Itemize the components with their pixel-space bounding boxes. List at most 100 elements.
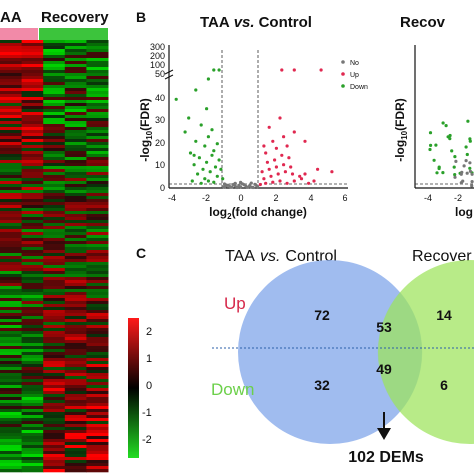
heatmap-cell bbox=[43, 439, 66, 443]
heatmap-cell bbox=[86, 256, 109, 260]
heatmap-cell bbox=[43, 292, 66, 296]
heatmap-cell bbox=[0, 322, 23, 326]
heatmap-cell bbox=[43, 436, 66, 440]
heatmap-cell bbox=[0, 358, 23, 362]
heatmap-cell bbox=[86, 124, 109, 128]
heatmap-cell bbox=[21, 433, 44, 437]
heatmap-cell bbox=[0, 385, 23, 389]
heatmap-cell bbox=[86, 358, 109, 362]
heatmap-cell bbox=[43, 454, 66, 458]
heatmap-cell bbox=[43, 214, 66, 218]
heatmap-cell bbox=[64, 70, 87, 74]
heatmap-cell bbox=[43, 94, 66, 98]
heatmap-cell bbox=[21, 169, 44, 173]
heatmap-cell bbox=[43, 166, 66, 170]
heatmap-cell bbox=[21, 205, 44, 209]
heatmap-cell bbox=[0, 166, 23, 170]
heatmap-cell bbox=[0, 325, 23, 329]
heatmap-cell bbox=[43, 322, 66, 326]
legend-marker-no bbox=[341, 60, 345, 64]
volcano-point-no bbox=[256, 185, 260, 189]
heatmap-cell bbox=[86, 334, 109, 338]
heatmap-cell bbox=[43, 460, 66, 464]
heatmap-cell bbox=[0, 463, 23, 467]
heatmap-cell bbox=[64, 109, 87, 113]
panel-b-letter: B bbox=[136, 9, 146, 25]
heatmap-cell bbox=[64, 163, 87, 167]
volcano2-point bbox=[453, 175, 457, 179]
volcano-point-up bbox=[265, 160, 269, 164]
heatmap-cell bbox=[86, 55, 109, 59]
heatmap-cell bbox=[43, 325, 66, 329]
heatmap-cell bbox=[64, 283, 87, 287]
heatmap-cell bbox=[21, 439, 44, 443]
heatmap-cell bbox=[21, 373, 44, 377]
heatmap-cell bbox=[21, 391, 44, 395]
heatmap-cell bbox=[64, 325, 87, 329]
volcano-point-down bbox=[190, 179, 194, 183]
heatmap-cell bbox=[86, 298, 109, 302]
heatmap-cell bbox=[21, 340, 44, 344]
heatmap-cell bbox=[0, 136, 23, 140]
volcano-point-down bbox=[199, 181, 203, 185]
heatmap-cell bbox=[0, 43, 23, 47]
heatmap-cell bbox=[43, 253, 66, 257]
volcano-point-no bbox=[233, 181, 237, 185]
volcano2-point bbox=[450, 149, 454, 153]
heatmap-cell bbox=[0, 175, 23, 179]
heatmap-cell bbox=[86, 469, 109, 473]
heatmap-cell bbox=[86, 373, 109, 377]
heatmap-cell bbox=[86, 241, 109, 245]
heatmap-cell bbox=[21, 415, 44, 419]
heatmap-cell bbox=[43, 67, 66, 71]
heatmap-cell bbox=[64, 181, 87, 185]
heatmap-cell bbox=[0, 316, 23, 320]
heatmap-cell bbox=[21, 316, 44, 320]
volcano-point-up bbox=[307, 181, 311, 185]
volcano-point-down bbox=[210, 153, 214, 157]
volcano2-point bbox=[441, 121, 445, 125]
heatmap-cell bbox=[64, 250, 87, 254]
heatmap-cell bbox=[64, 400, 87, 404]
heatmap-cell bbox=[21, 448, 44, 452]
heatmap-cell bbox=[64, 148, 87, 152]
heatmap-cell bbox=[86, 331, 109, 335]
heatmap-cell bbox=[86, 142, 109, 146]
heatmap-cell bbox=[0, 286, 23, 290]
heatmap-cell bbox=[64, 223, 87, 227]
heatmap-cell bbox=[43, 157, 66, 161]
heatmap-cell bbox=[86, 211, 109, 215]
heatmap-cell bbox=[43, 91, 66, 95]
heatmap-cell bbox=[0, 436, 23, 440]
heatmap-cell bbox=[0, 184, 23, 188]
colorbar-tick-label: 0 bbox=[146, 380, 152, 392]
heatmap-cell bbox=[0, 253, 23, 257]
heatmap-cell bbox=[64, 79, 87, 83]
volcano-point-down bbox=[187, 116, 191, 120]
volcano-point-down bbox=[199, 123, 203, 127]
volcano-xlabel: log2(fold change) bbox=[209, 205, 307, 221]
volcano-point-up bbox=[262, 177, 266, 181]
heatmap-cell bbox=[0, 241, 23, 245]
heatmap-cell bbox=[43, 88, 66, 92]
heatmap-cell bbox=[86, 190, 109, 194]
heatmap-cell bbox=[21, 46, 44, 50]
heatmap-cell bbox=[64, 199, 87, 203]
heatmap-cell bbox=[0, 259, 23, 263]
heatmap-cell bbox=[21, 94, 44, 98]
heatmap-cell bbox=[43, 427, 66, 431]
heatmap-cell bbox=[21, 358, 44, 362]
heatmap-cells bbox=[0, 40, 109, 473]
venn-up-label: Up bbox=[224, 294, 246, 313]
heatmap-cell bbox=[21, 226, 44, 230]
heatmap-cell bbox=[86, 454, 109, 458]
heatmap-cell bbox=[64, 352, 87, 356]
heatmap-cell bbox=[86, 355, 109, 359]
heatmap-cell bbox=[64, 217, 87, 221]
heatmap-cell bbox=[21, 280, 44, 284]
heatmap-cell bbox=[86, 118, 109, 122]
heatmap-cell bbox=[64, 262, 87, 266]
volcano-point-down bbox=[206, 77, 210, 81]
heatmap-cell bbox=[43, 406, 66, 410]
volcano-axis-break bbox=[164, 69, 174, 75]
